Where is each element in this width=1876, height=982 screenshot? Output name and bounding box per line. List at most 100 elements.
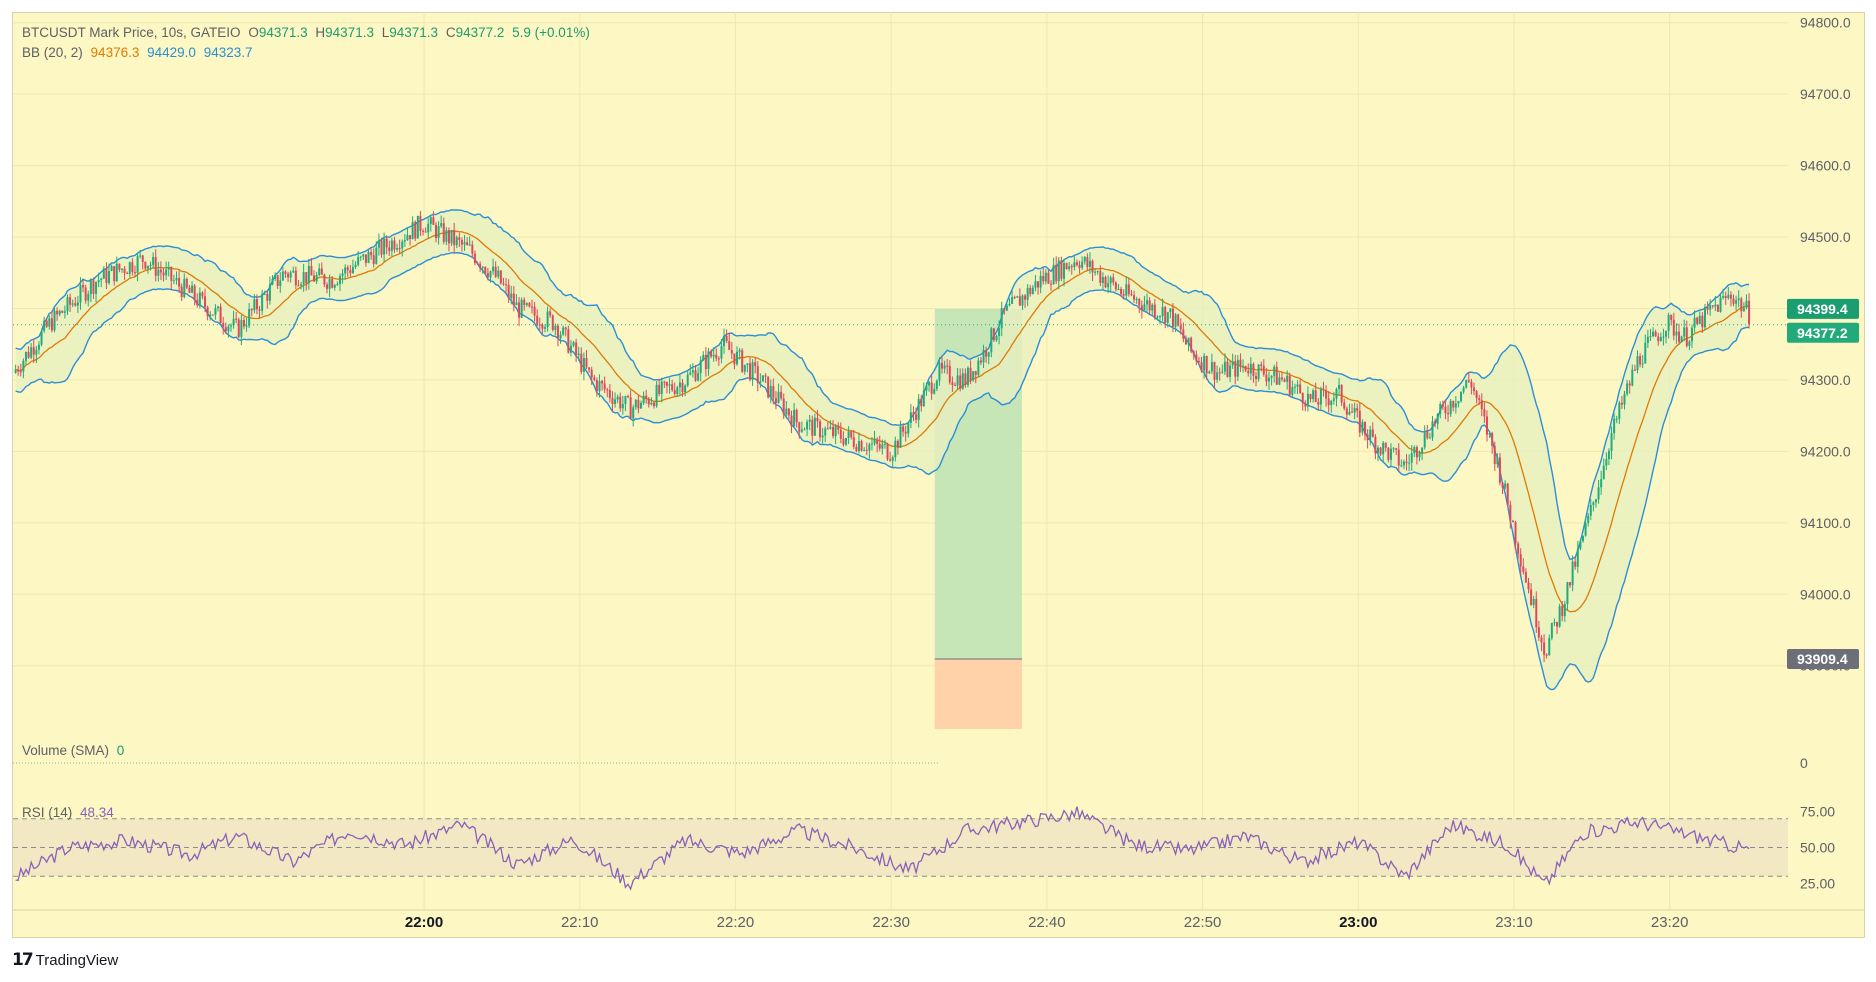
candle-body (1244, 365, 1247, 371)
candle-body (229, 325, 232, 327)
candle (1174, 312, 1177, 332)
candle-body (834, 425, 837, 437)
candle (188, 284, 191, 293)
candle (697, 367, 700, 382)
candle (146, 265, 149, 274)
candle-body (585, 358, 588, 368)
candle-body (772, 386, 775, 399)
candle-body (1013, 297, 1016, 299)
candle-body (928, 382, 931, 386)
candle (1473, 382, 1476, 396)
candle-body (575, 342, 578, 356)
candle (1553, 618, 1556, 627)
ohlc-low: L94371.3 (381, 25, 439, 40)
candle (141, 254, 144, 270)
candle-body (1545, 654, 1548, 656)
candle-body (883, 443, 886, 445)
candle-body (1452, 401, 1455, 408)
volume-label[interactable]: Volume (SMA) (22, 743, 110, 758)
candle (1231, 353, 1234, 369)
candle-body (354, 264, 357, 268)
candle (780, 385, 783, 401)
candle (1179, 318, 1182, 335)
candle (1265, 367, 1268, 387)
candle-body (450, 229, 453, 244)
candle (507, 279, 510, 304)
candle (1146, 293, 1149, 312)
candle-body (136, 256, 139, 274)
candle (468, 236, 471, 247)
candle-body (310, 265, 313, 276)
candle-body (518, 302, 521, 318)
candle (1509, 500, 1512, 529)
candle-body (1548, 638, 1551, 656)
candle-body (214, 308, 217, 315)
candle (551, 314, 554, 332)
candle (1711, 304, 1714, 309)
candle (647, 396, 650, 408)
candle (479, 261, 482, 273)
candle-body (759, 381, 762, 383)
candle-body (1065, 263, 1068, 270)
candle (71, 299, 74, 308)
candle (1387, 447, 1390, 463)
candle-body (847, 431, 850, 438)
candle (1327, 391, 1330, 413)
candle (191, 281, 194, 294)
candle-body (1389, 448, 1392, 460)
candle (1395, 447, 1398, 456)
candle-body (1558, 606, 1561, 627)
candle-body (453, 229, 456, 246)
candle-body (56, 310, 59, 315)
candle (733, 353, 736, 370)
candle (1493, 441, 1496, 471)
bb-label[interactable]: BB (20, 2) (22, 45, 83, 60)
symbol-title[interactable]: BTCUSDT Mark Price, 10s, GATEIO (22, 25, 241, 40)
candle-body (1309, 393, 1312, 400)
candle (684, 384, 687, 397)
candle (1120, 286, 1123, 298)
candle-body (1223, 361, 1226, 372)
candle (302, 263, 305, 292)
candle (520, 297, 523, 319)
candle-body (1441, 404, 1444, 407)
candle-body (87, 294, 90, 301)
candle (1470, 378, 1473, 395)
rsi-label[interactable]: RSI (14) (22, 805, 73, 820)
position-low-tag: 93909.4 (1787, 648, 1859, 669)
candle (1255, 372, 1258, 387)
candle (1000, 301, 1003, 337)
candle-body (1511, 520, 1514, 523)
candle (1257, 364, 1260, 382)
tradingview-brand[interactable]: 17 TradingView (12, 950, 118, 970)
candle (481, 266, 484, 274)
candle-body (1252, 363, 1255, 376)
bb-legend: BB (20, 2) 94376.3 94429.0 94323.7 (22, 45, 257, 60)
candle (595, 377, 598, 397)
candle-body (658, 384, 661, 394)
candle (175, 271, 178, 285)
candle (972, 371, 975, 382)
candle (1340, 384, 1343, 406)
candle (723, 328, 726, 354)
candle-body (886, 443, 889, 460)
candle (1062, 258, 1065, 287)
candle (237, 317, 240, 339)
price-tick-label: 94600.0 (1800, 158, 1851, 174)
candle (357, 251, 360, 267)
rsi-legend: RSI (14) 48.34 (22, 805, 118, 820)
candle-body (512, 293, 515, 306)
candle (1304, 400, 1307, 412)
candle (1439, 401, 1442, 419)
candle-body (525, 303, 528, 305)
candle (69, 293, 72, 312)
candle-body (1384, 442, 1387, 448)
candle-body (1210, 362, 1213, 372)
candle-body (123, 268, 126, 274)
candle-body (704, 354, 707, 370)
candle-body (1265, 374, 1268, 382)
candle-body (681, 382, 684, 393)
candle (1633, 364, 1636, 371)
candle (1213, 361, 1216, 388)
